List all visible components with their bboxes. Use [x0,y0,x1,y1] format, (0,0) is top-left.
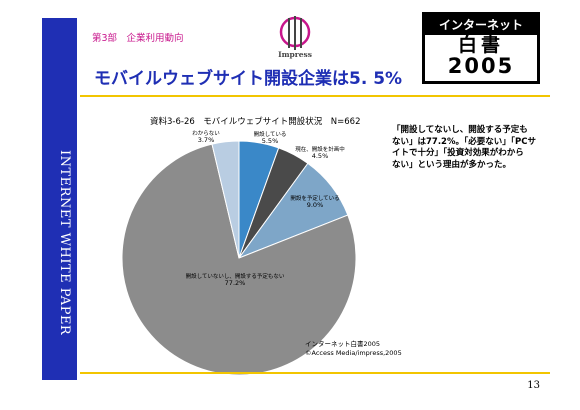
sidebar-band [42,18,77,380]
slice-value: 5.5% [262,137,279,145]
note-text: 「開設してないし、開設する予定も ない」は77.2%。「必要ない」「PCサ イト… [392,125,542,171]
impress-logo [279,16,311,50]
source-line: インターネット白書2005 [305,340,381,348]
chart-title: 資料3-6-26 モバイルウェブサイト開設状況 N=662 [150,117,361,127]
section-label: 第3部 企業利用動向 [92,33,184,44]
pie-slice [121,143,357,376]
note-line: イトで十分」「投資対効果がわから [392,148,524,158]
slice-value: 4.5% [312,152,329,160]
slice-label: 開設していないし、開設する予定もない [186,272,285,280]
slide-title: モバイルウェブサイト開設企業は5. 5% [94,69,403,89]
logo-text: Impress [278,50,312,59]
badge-top-text: インターネット [425,15,537,35]
source-note: インターネット白書2005 ©Access Media/impress,2005 [305,340,402,358]
page-number: 13 [527,380,540,391]
note-line: ない」という理由が多かった。 [392,159,512,170]
badge-year: 2005 [447,54,515,78]
slice-label: 開設している [254,130,287,138]
sidebar-label: INTERNET WHITE PAPER [57,150,72,336]
note-line: 「開設してないし、開設する予定も [392,125,528,135]
note-line: ない」は77.2%。「必要ない」「PCサ [392,136,536,147]
bottom-divider [80,372,550,374]
slice-label: わからない [192,130,220,137]
slice-label: 開設を予定している [290,194,339,202]
badge-kanji: 白書 [457,34,504,56]
source-line: ©Access Media/impress,2005 [305,349,402,357]
slice-label: 現在、開設を計画中 [295,145,345,153]
slice-value: 77.2% [225,279,246,287]
white-paper-badge: インターネット 白書 2005 [422,12,540,84]
slice-value: 9.0% [307,201,324,209]
pie-slice [211,140,240,259]
top-divider [80,95,550,97]
slice-value: 3.7% [198,136,215,144]
